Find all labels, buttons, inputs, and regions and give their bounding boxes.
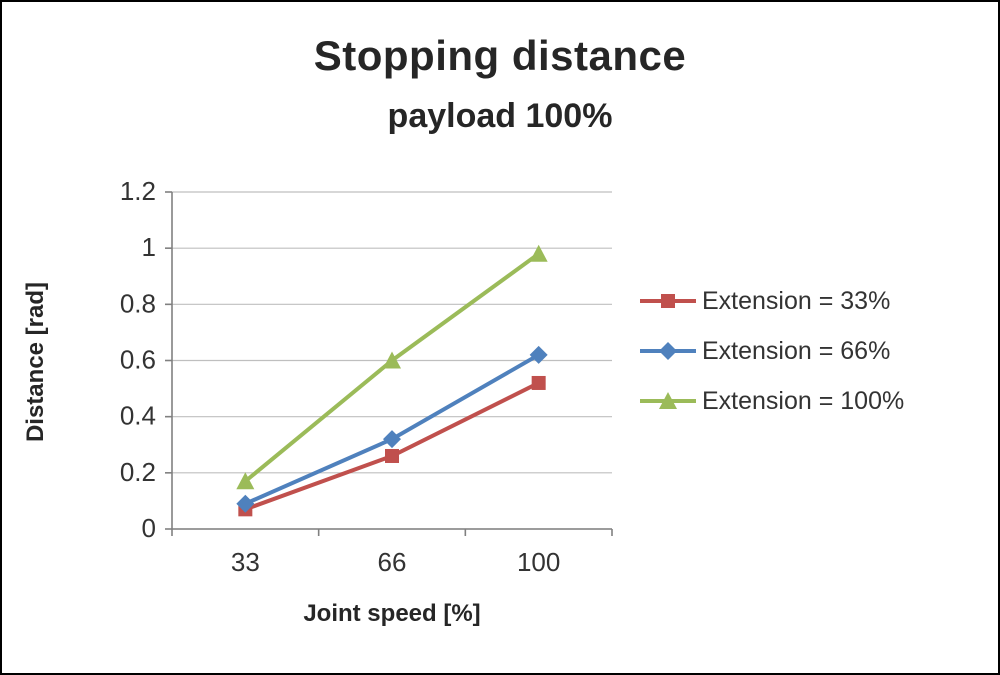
x-tick-label: 66 [378,547,407,577]
marker-square [661,294,675,308]
y-tick-label: 0.8 [120,288,156,318]
marker-diamond [383,430,401,449]
legend: Extension = 33% Extension = 66% Extension … [640,284,904,418]
legend-swatch [640,392,696,409]
marker-diamond [659,342,677,360]
legend-label: Extension = 33% [702,286,891,315]
marker-triangle [659,392,677,409]
marker-triangle [529,244,548,262]
legend-item: Extension = 100% [640,384,904,418]
legend-item: Extension = 33% [640,284,904,318]
x-tick-label: 33 [231,547,260,577]
marker-square [385,448,399,463]
y-tick-label: 0 [142,513,156,543]
x-axis-title: Joint speed [%] [303,600,481,627]
legend-label: Extension = 100% [702,386,905,415]
marker-diamond [529,345,548,364]
marker-triangle [383,351,401,369]
y-tick-label: 0.2 [120,457,156,487]
x-tick-label: 100 [517,547,560,577]
marker-square [531,375,546,390]
legend-item: Extension = 66% [640,334,904,368]
chart-subtitle: payload 100% [387,97,613,135]
marker-triangle [236,472,255,490]
legend-swatch [640,294,696,308]
y-tick-label: 1.2 [120,176,156,206]
y-tick-label: 1 [142,232,156,262]
chart-title: Stopping distance [313,32,687,79]
series-line-1 [244,353,540,506]
legend-label: Extension = 66% [702,336,891,365]
y-tick-label: 0.6 [120,345,156,375]
y-tick-label: 0.4 [120,401,156,431]
legend-swatch [640,342,696,360]
marker-diamond [236,494,255,513]
